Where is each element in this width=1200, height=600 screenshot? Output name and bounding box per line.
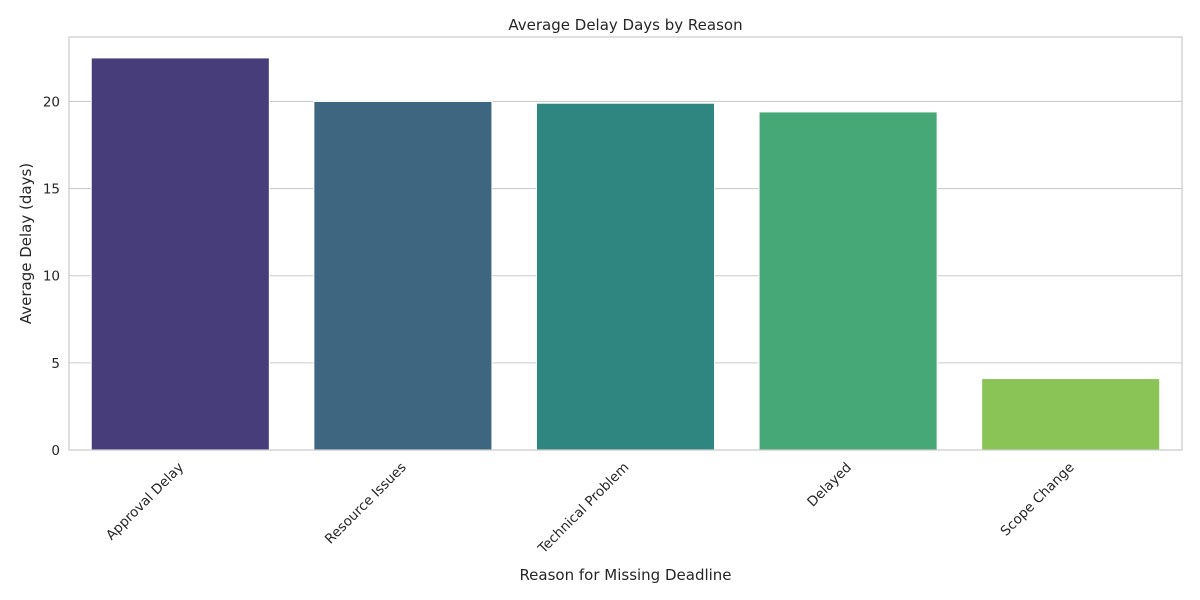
chart-title: Average Delay Days by Reason [508, 16, 742, 34]
y-tick-label: 20 [43, 94, 60, 110]
y-tick-label: 15 [43, 182, 60, 198]
bar-technical-problem [535, 102, 716, 451]
x-tick-label: Approval Delay [103, 460, 187, 544]
y-tick-label: 5 [51, 356, 60, 372]
y-tick-labels: 0 5 10 15 20 [43, 94, 60, 459]
x-tick-label: Delayed [804, 460, 855, 511]
plot-frame [68, 36, 1183, 451]
x-tick-label: Technical Problem [534, 460, 632, 558]
x-axis-label: Reason for Missing Deadline [519, 566, 731, 584]
bar-delayed [758, 111, 938, 451]
x-tick-labels: Approval Delay Resource Issues Technical P… [103, 460, 1077, 558]
y-tick-label: 0 [51, 443, 60, 459]
y-axis-label: Average Delay (days) [17, 163, 35, 324]
x-tick-label: Scope Change [998, 460, 1078, 540]
bar-resource-issues [313, 100, 493, 451]
bar-approval-delay [90, 57, 270, 451]
bars [90, 57, 1161, 451]
y-tick-label: 10 [43, 269, 60, 285]
bar-scope-change [981, 378, 1161, 451]
x-tick-label: Resource Issues [322, 460, 410, 548]
